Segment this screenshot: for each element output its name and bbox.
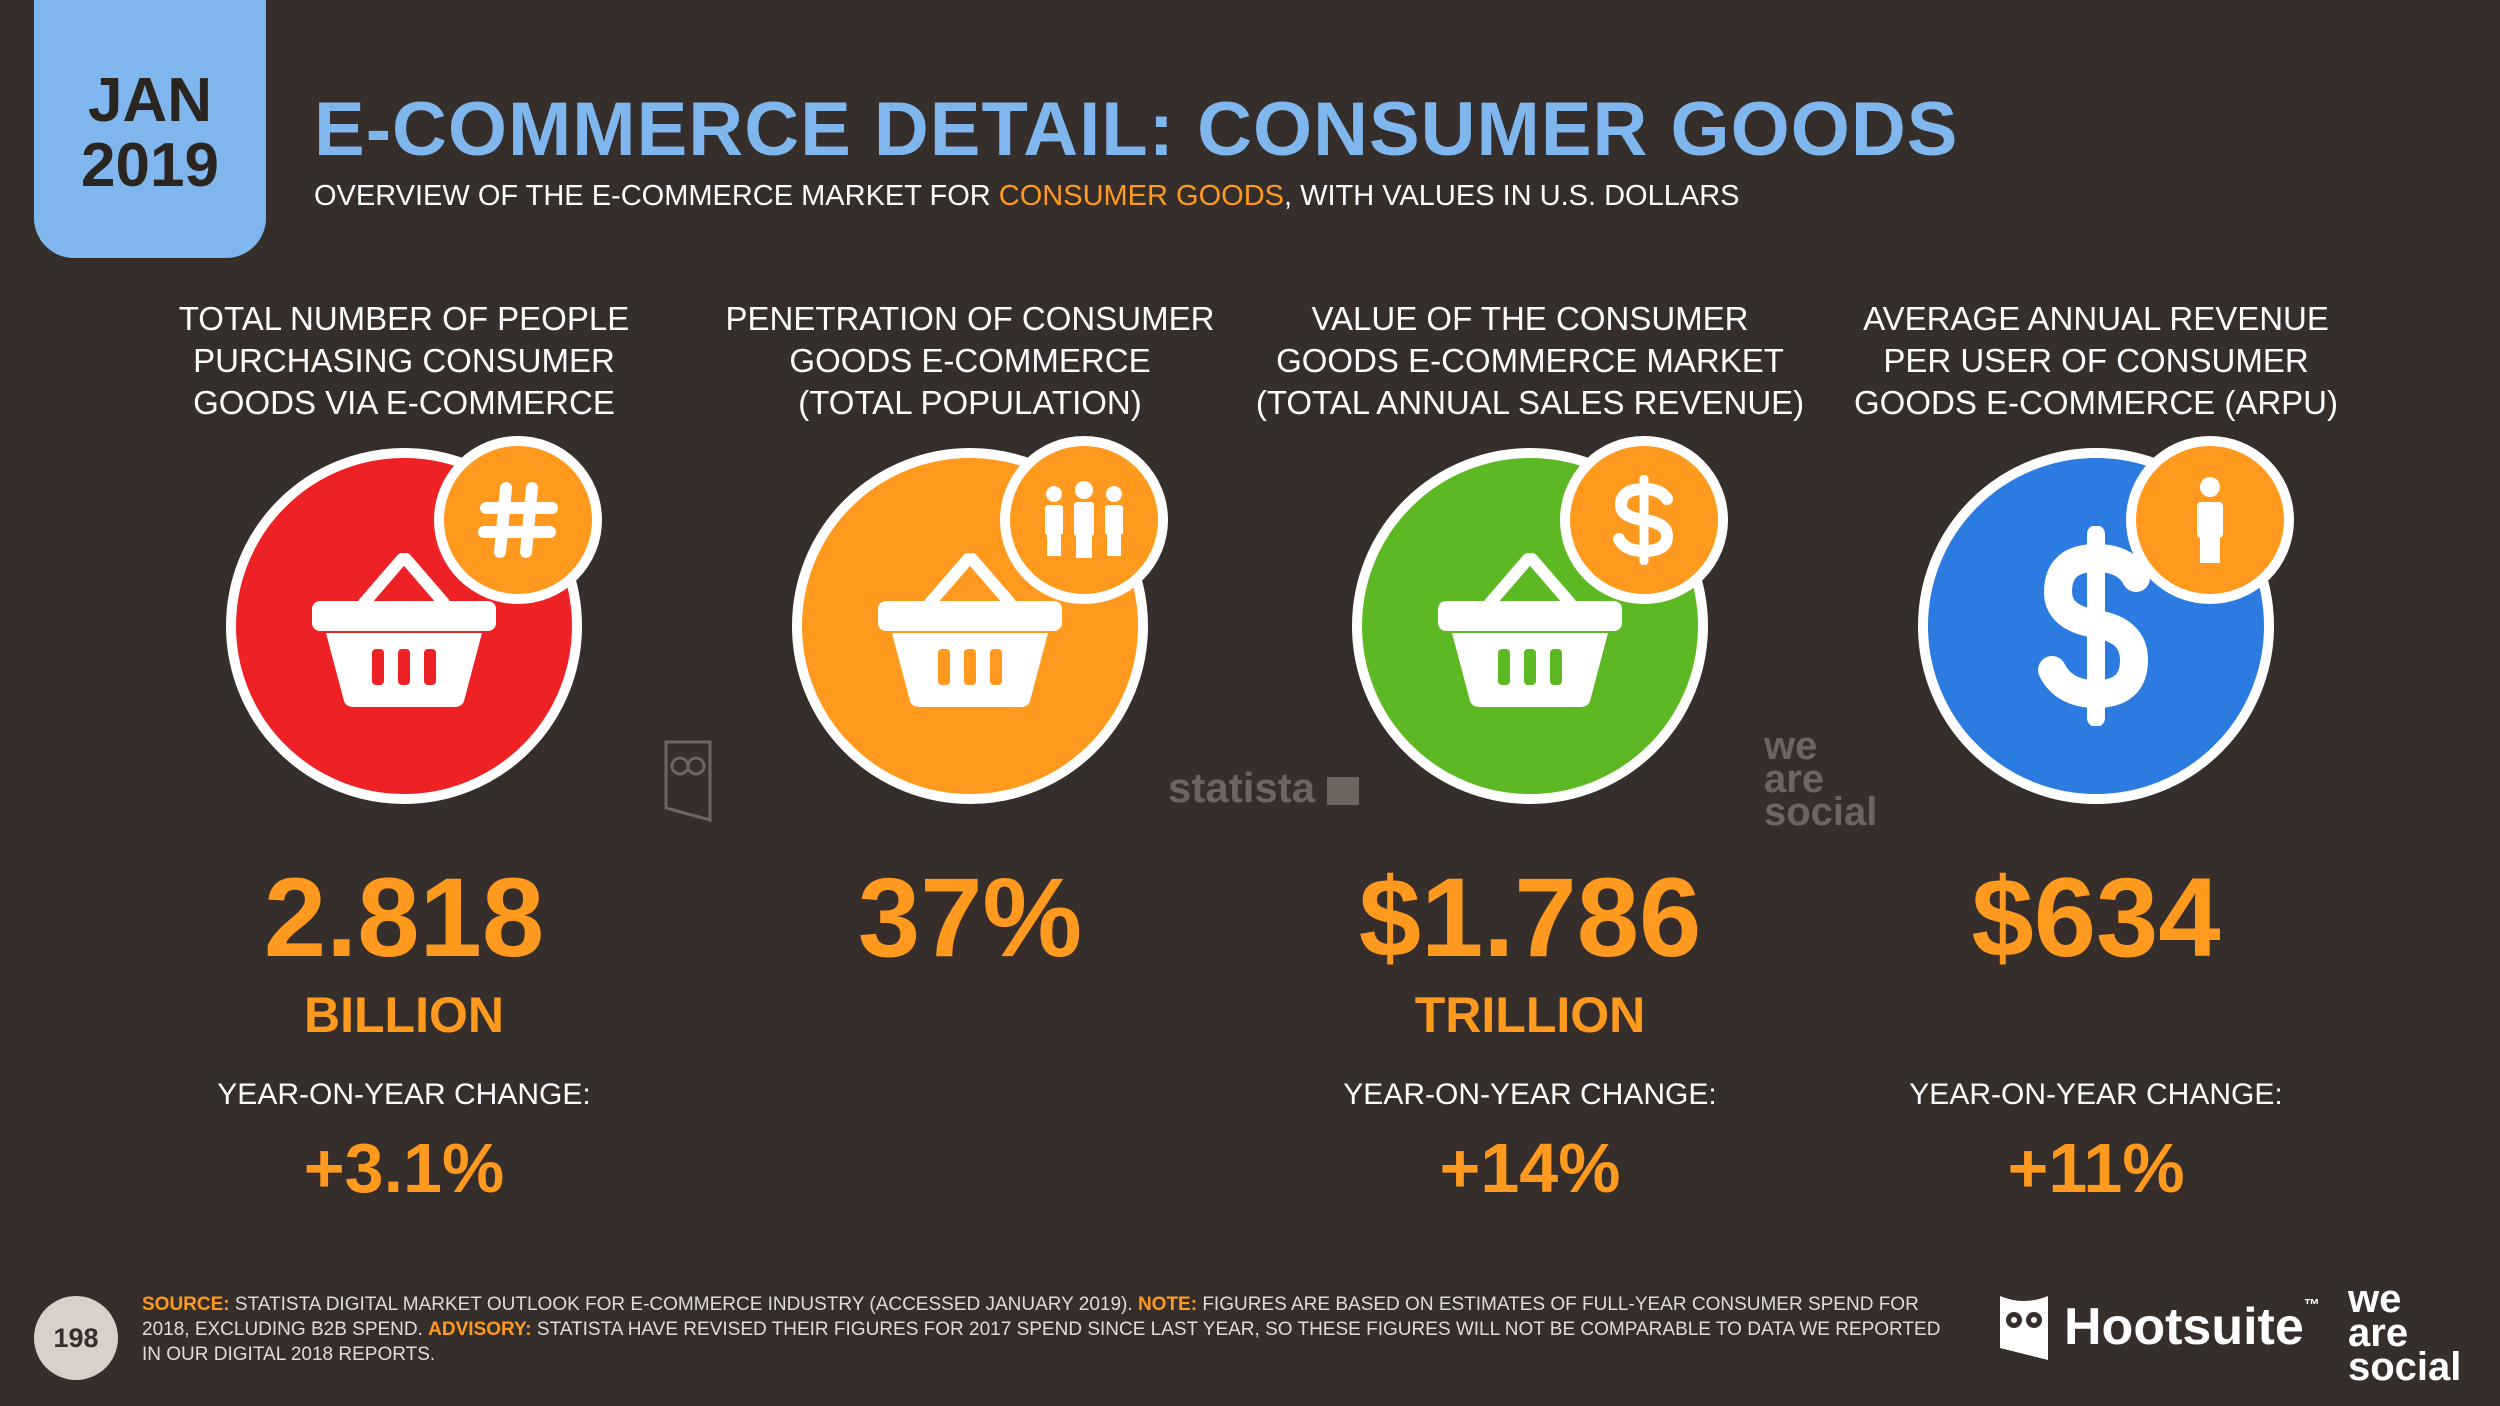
yoy-label: YEAR-ON-YEAR CHANGE: <box>217 1078 591 1111</box>
owl-watermark-icon <box>660 738 716 827</box>
statista-watermark: statista <box>1168 764 1359 812</box>
stat-header-line: GOODS E-COMMERCE (ARPU) <box>1853 384 2338 421</box>
we-are-social-logo: we are social <box>2348 1277 2462 1389</box>
stat-header-line: PURCHASING CONSUMER <box>193 342 615 379</box>
stat-badge <box>1560 436 1728 604</box>
stat-header-line: TOTAL NUMBER OF PEOPLE <box>178 300 630 337</box>
stat-header-line: VALUE OF THE CONSUMER <box>1311 300 1749 337</box>
page-number: 198 <box>34 1296 118 1380</box>
stat-badge <box>1000 436 1168 604</box>
yoy-value: +3.1% <box>303 1129 505 1207</box>
page-subtitle: OVERVIEW OF THE E-COMMERCE MARKET FOR CO… <box>314 180 1740 213</box>
stat-header: VALUE OF THE CONSUMER GOODS E-COMMERCE M… <box>1250 298 1810 430</box>
stat-header-line: GOODS VIA E-COMMERCE <box>193 384 615 421</box>
hash-icon <box>478 482 558 558</box>
date-badge: JAN 2019 <box>34 0 266 258</box>
logo-line: social <box>2348 1345 2462 1389</box>
stat-value: 37% <box>857 855 1083 980</box>
stat-column-market-value: VALUE OF THE CONSUMER GOODS E-COMMERCE M… <box>1250 298 1810 1207</box>
source-label: SOURCE: <box>142 1294 230 1315</box>
advisory-label: ADVISORY: <box>428 1319 532 1340</box>
watermark-line: are <box>1764 757 1825 801</box>
statista-watermark-text: statista <box>1168 764 1316 811</box>
stat-badge <box>434 436 602 604</box>
advisory-text: STATISTA HAVE REVISED THEIR FIGURES FOR … <box>142 1319 1941 1365</box>
subtitle-text-pre: OVERVIEW OF THE E-COMMERCE MARKET FOR <box>314 180 999 212</box>
source-text: STATISTA DIGITAL MARKET OUTLOOK FOR E-CO… <box>229 1294 1138 1315</box>
stat-header-line: GOODS E-COMMERCE MARKET <box>1276 342 1784 379</box>
we-are-social-watermark: we are social <box>1764 724 1878 834</box>
shopping-basket-icon <box>312 553 496 707</box>
trademark-symbol: ™ <box>2303 1297 2320 1314</box>
dollar-icon <box>1613 475 1674 565</box>
owl-logo-icon <box>2000 1296 2048 1360</box>
footer-source-note: SOURCE: STATISTA DIGITAL MARKET OUTLOOK … <box>142 1292 1942 1367</box>
stat-header: AVERAGE ANNUAL REVENUE PER USER OF CONSU… <box>1816 298 2376 430</box>
stat-header: PENETRATION OF CONSUMER GOODS E-COMMERCE… <box>690 298 1250 430</box>
stat-header-line: PER USER OF CONSUMER <box>1883 342 2309 379</box>
stat-header-line: PENETRATION OF CONSUMER <box>725 300 1215 337</box>
stat-circle-blue <box>1918 448 2274 804</box>
shopping-basket-icon <box>1438 553 1622 707</box>
stat-unit: TRILLION <box>1414 987 1646 1043</box>
stat-value: $1.786 <box>1358 855 1702 980</box>
statista-logo-icon <box>1326 776 1359 805</box>
date-year: 2019 <box>81 131 219 200</box>
note-text: FIGURES ARE BASED ON ESTIMATES OF FULL-Y… <box>142 1294 1919 1340</box>
stat-header-line: (TOTAL ANNUAL SALES REVENUE) <box>1255 384 1805 421</box>
logo-line: are <box>2348 1311 2409 1355</box>
stat-value: $634 <box>1971 855 2221 980</box>
watermark-line: social <box>1764 790 1878 834</box>
note-label: NOTE: <box>1137 1294 1198 1315</box>
stat-column-penetration: PENETRATION OF CONSUMER GOODS E-COMMERCE… <box>690 298 1250 980</box>
yoy-value: +11% <box>2007 1129 2185 1207</box>
yoy-value: +14% <box>1439 1129 1621 1207</box>
shopping-basket-icon <box>878 553 1062 707</box>
date-month: JAN <box>87 65 213 135</box>
hootsuite-logo: Hootsuite™ <box>1996 1292 2320 1362</box>
stat-column-people: TOTAL NUMBER OF PEOPLE PURCHASING CONSUM… <box>124 298 684 1207</box>
people-group-icon <box>1045 481 1123 558</box>
stat-header-line: (TOTAL POPULATION) <box>798 384 1142 421</box>
watermark-line: we <box>1764 724 1818 768</box>
stat-circle-green <box>1352 448 1708 804</box>
stat-badge <box>2126 436 2294 604</box>
stat-header-line: AVERAGE ANNUAL REVENUE <box>1863 300 2329 337</box>
subtitle-text-post: , WITH VALUES IN U.S. DOLLARS <box>1283 180 1740 212</box>
stat-header: TOTAL NUMBER OF PEOPLE PURCHASING CONSUM… <box>124 298 684 430</box>
logo-line: we <box>2348 1277 2402 1321</box>
stat-unit: BILLION <box>304 987 504 1043</box>
yoy-label: YEAR-ON-YEAR CHANGE: <box>1909 1078 2283 1111</box>
yoy-label: YEAR-ON-YEAR CHANGE: <box>1343 1078 1717 1111</box>
subtitle-highlight: CONSUMER GOODS <box>998 180 1284 212</box>
hootsuite-wordmark: Hootsuite™ <box>2064 1297 2320 1357</box>
page-title: E-COMMERCE DETAIL: CONSUMER GOODS <box>314 87 1959 172</box>
person-icon <box>2197 477 2223 563</box>
dollar-sign-icon <box>2038 526 2150 726</box>
stat-column-arpu: AVERAGE ANNUAL REVENUE PER USER OF CONSU… <box>1816 298 2376 1207</box>
hootsuite-text: Hootsuite <box>2064 1298 2304 1356</box>
stat-value: 2.818 <box>263 855 545 980</box>
stat-header-line: GOODS E-COMMERCE <box>789 342 1151 379</box>
